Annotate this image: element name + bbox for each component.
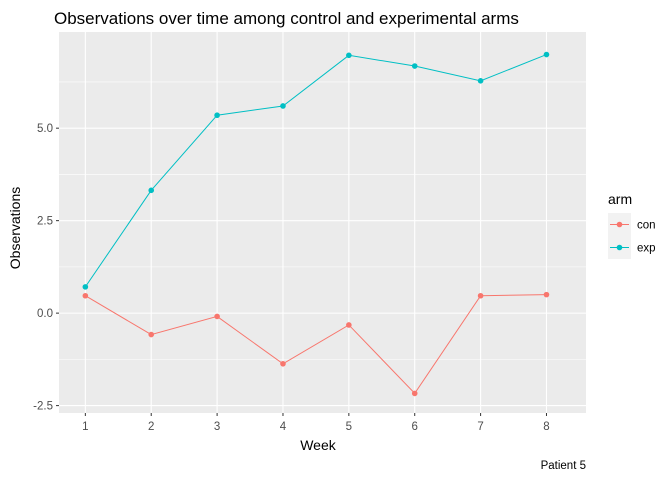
data-point-con — [543, 291, 550, 298]
y-tick-label: -2.5 — [33, 401, 53, 413]
y-axis-title: Observations — [7, 187, 23, 269]
series-line-exp — [84, 54, 547, 288]
data-point-exp — [346, 52, 352, 59]
legend-title: arm — [608, 191, 632, 207]
data-point-exp — [148, 187, 155, 194]
legend-label-con: con — [637, 220, 656, 232]
legend: arm con exp — [608, 191, 656, 259]
series-exp — [82, 51, 550, 290]
y-tick-label: 5.0 — [37, 123, 53, 135]
data-point-exp — [82, 284, 89, 290]
data-point-exp — [214, 112, 220, 119]
data-point-exp — [477, 78, 484, 84]
data-point-con — [148, 331, 155, 338]
plot-panel — [59, 32, 586, 413]
data-point-con — [82, 292, 89, 299]
legend-key-point — [616, 221, 623, 228]
x-tick-label: 8 — [543, 421, 549, 433]
data-point-con — [477, 292, 484, 299]
data-point-con — [214, 313, 220, 320]
legend-key-point — [616, 244, 623, 251]
data-point-exp — [543, 51, 550, 58]
chart-title: Observations over time among control and… — [54, 9, 519, 28]
x-tick-label: 3 — [214, 421, 220, 433]
x-tick-label: 7 — [477, 421, 483, 433]
x-axis-ticks: 1 2 3 4 5 6 7 8 — [82, 413, 550, 433]
minor-gridlines — [59, 81, 586, 360]
legend-label-exp: exp — [637, 243, 656, 255]
data-point-con — [280, 361, 286, 367]
x-tick-label: 2 — [148, 421, 154, 433]
data-point-exp — [411, 63, 418, 69]
y-tick-label: 0.0 — [37, 308, 53, 320]
series-con — [82, 291, 550, 397]
x-tick-label: 6 — [412, 421, 418, 433]
data-point-exp — [280, 103, 286, 109]
data-point-con — [346, 322, 352, 328]
y-axis-ticks: -2.5 0.0 2.5 5.0 — [33, 123, 59, 413]
series-line-con — [85, 294, 547, 395]
series-layer — [82, 51, 550, 397]
major-gridlines — [59, 32, 586, 413]
y-tick-label: 2.5 — [37, 216, 53, 228]
data-point-con — [411, 390, 418, 397]
chart-caption: Patient 5 — [541, 460, 586, 472]
x-axis-title: Week — [300, 437, 337, 453]
x-tick-label: 5 — [346, 421, 352, 433]
x-tick-label: 4 — [280, 421, 287, 433]
x-tick-label: 1 — [82, 421, 88, 433]
